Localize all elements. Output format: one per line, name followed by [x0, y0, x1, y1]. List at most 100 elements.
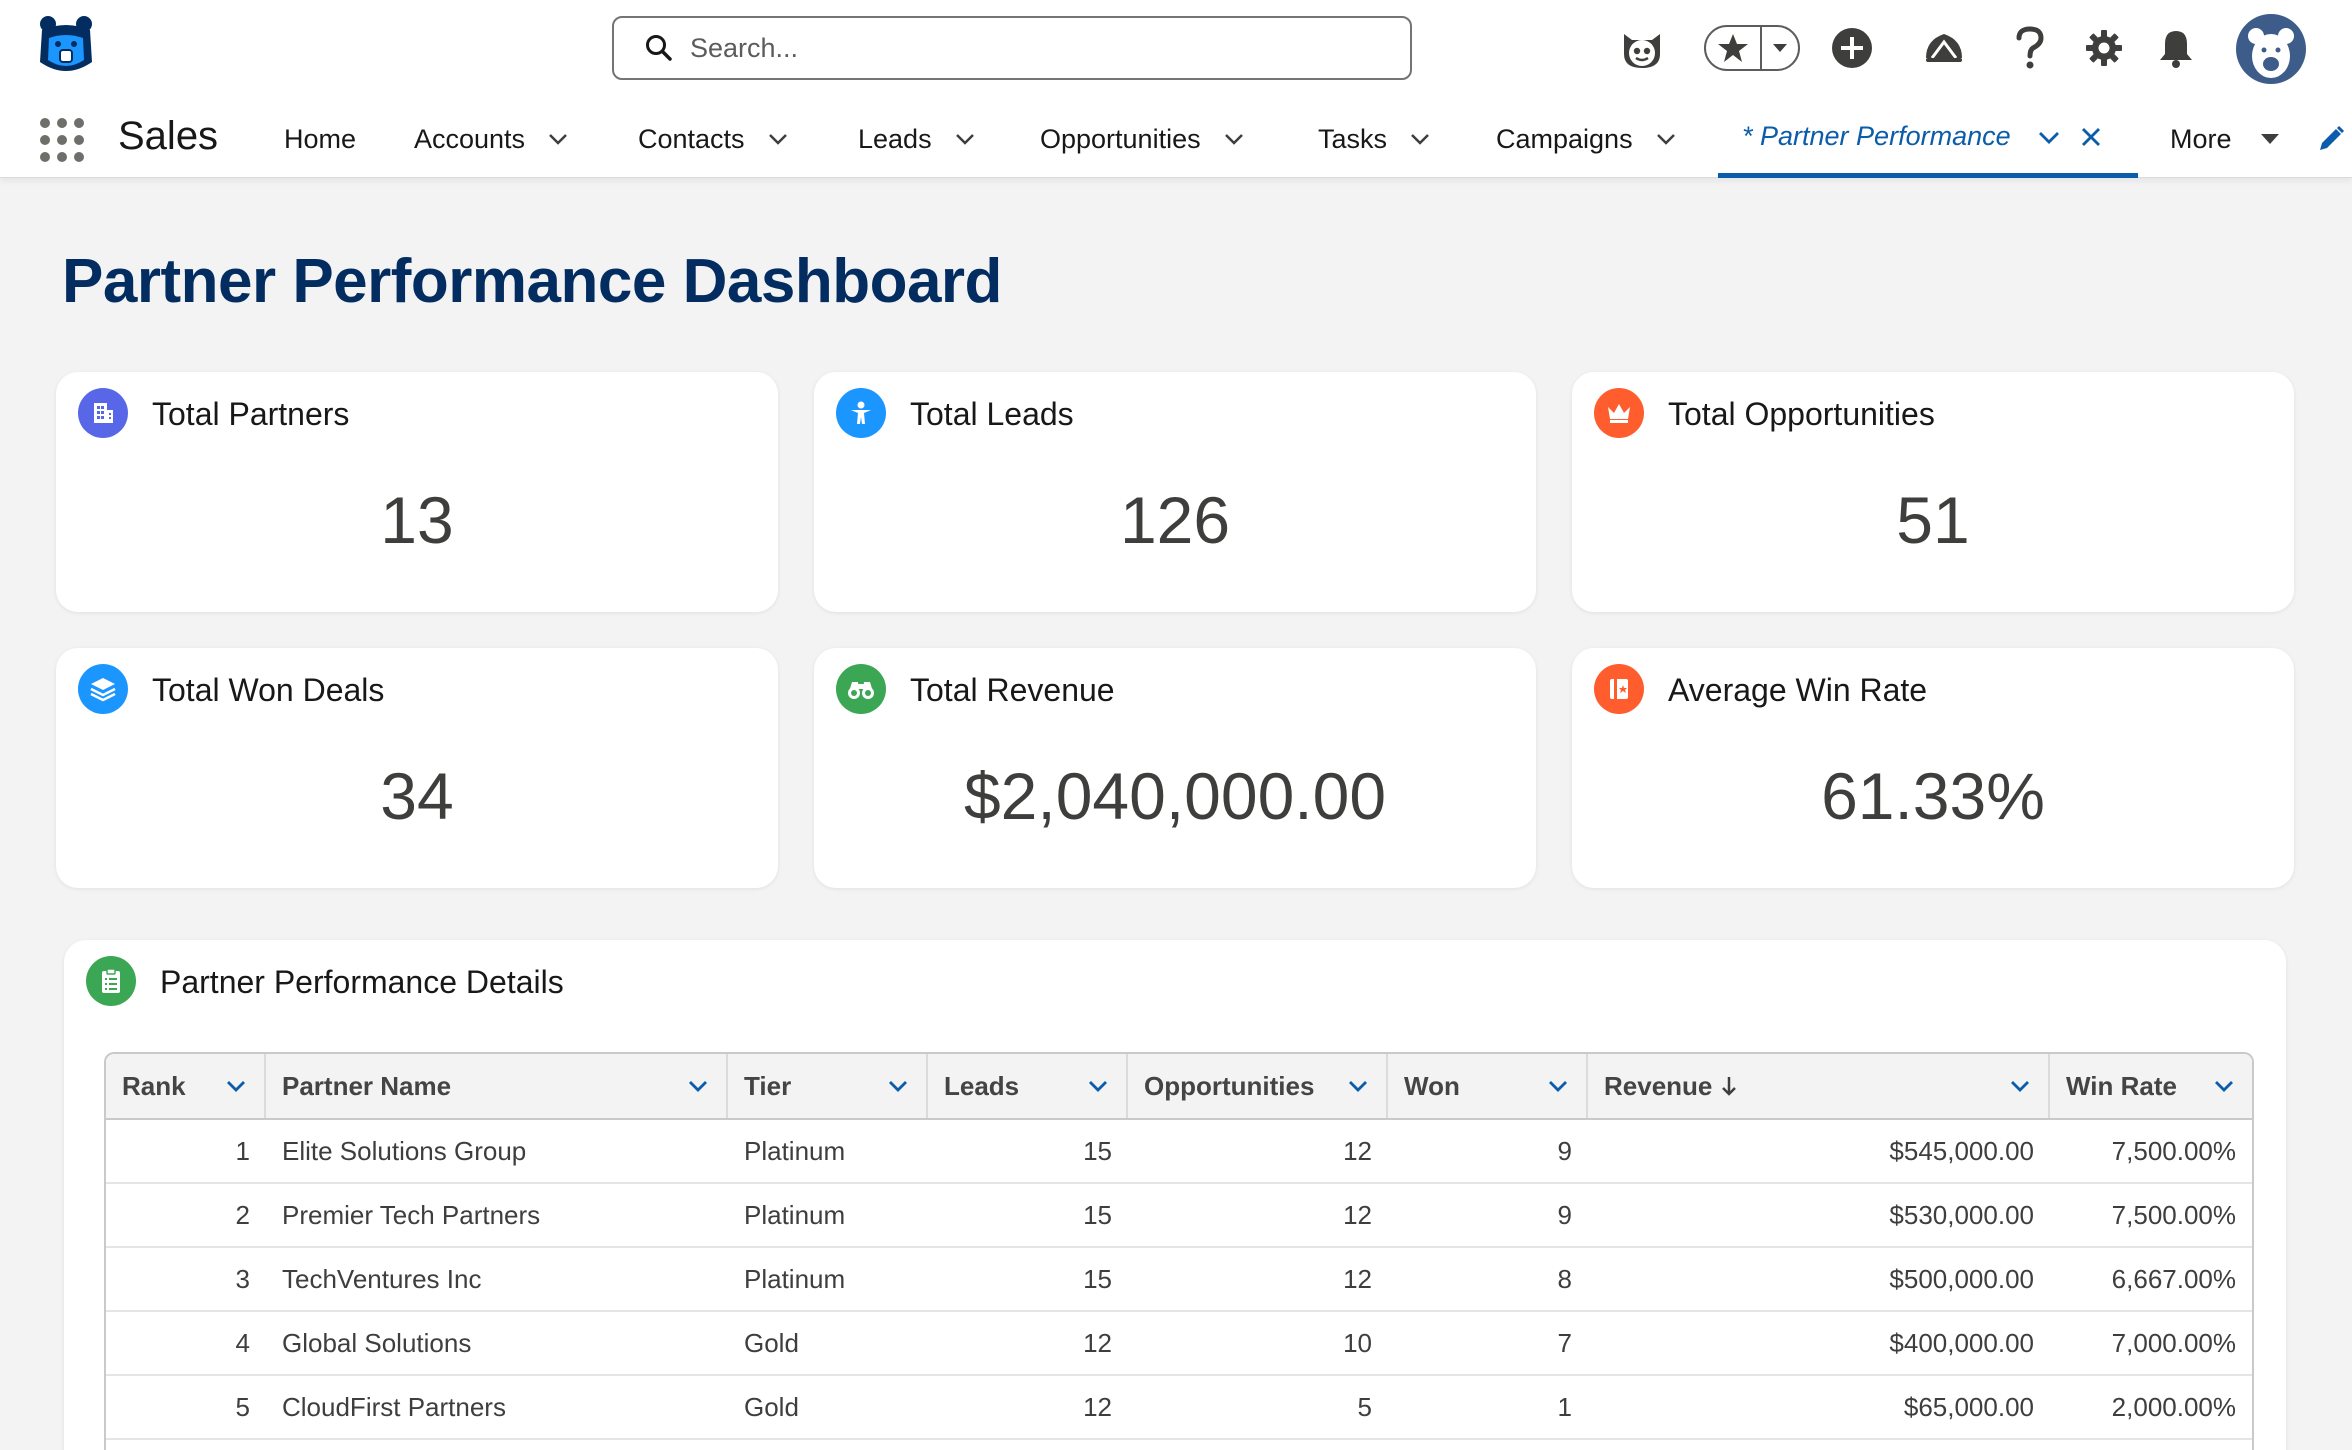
nav-item-label: Accounts: [414, 123, 526, 154]
nav-item-contacts[interactable]: Contacts: [638, 100, 789, 178]
cell-rank: 6: [106, 1440, 266, 1450]
global-search[interactable]: [612, 16, 1412, 80]
chevron-down-icon[interactable]: [547, 128, 569, 150]
help-icon[interactable]: [2008, 20, 2052, 76]
search-input[interactable]: [690, 32, 1370, 64]
cell-win-rate: 7,000.00%: [2111, 1327, 2236, 1358]
cell-tier: Gold: [744, 1391, 799, 1422]
cell-partner-name: TechVentures Inc: [282, 1263, 482, 1294]
nav-more-button[interactable]: More: [2170, 100, 2280, 178]
nav-item-home[interactable]: Home: [284, 100, 356, 178]
app-logo-icon[interactable]: [36, 14, 96, 80]
global-header: [0, 0, 2352, 100]
close-icon[interactable]: [2079, 125, 2103, 149]
chevron-down-icon[interactable]: [686, 1074, 710, 1098]
nav-item-accounts[interactable]: Accounts: [414, 100, 569, 178]
favorites-group[interactable]: [1704, 25, 1800, 71]
cell-revenue: $65,000.00: [1903, 1391, 2034, 1422]
cell-won: 7: [1557, 1327, 1572, 1358]
column-header-won[interactable]: Won: [1388, 1054, 1588, 1118]
chevron-down-icon[interactable]: [2212, 1074, 2236, 1098]
favorites-menu-icon[interactable]: [1762, 42, 1798, 54]
metric-label: Total Won Deals: [152, 672, 385, 708]
add-icon[interactable]: [1826, 20, 1878, 76]
chevron-down-icon[interactable]: [1655, 128, 1677, 150]
notifications-bell-icon[interactable]: [2154, 20, 2198, 76]
chevron-down-icon[interactable]: [767, 128, 789, 150]
user-avatar[interactable]: [2236, 14, 2306, 84]
cell-leads: [928, 1440, 1128, 1450]
cell-rank: 3: [235, 1263, 250, 1294]
cell-leads: 15: [1083, 1263, 1112, 1294]
metric-label: Total Opportunities: [1668, 396, 1935, 432]
nav-more-label: More: [2170, 123, 2232, 154]
sort-descending-arrow-icon: [1722, 1077, 1737, 1096]
app-launcher-icon[interactable]: [40, 118, 84, 162]
chevron-down-icon[interactable]: [2037, 125, 2061, 149]
column-header-label: Opportunities: [1144, 1070, 1315, 1101]
column-header-opportunities[interactable]: Opportunities: [1128, 1054, 1388, 1118]
setup-gear-icon[interactable]: [2082, 20, 2126, 76]
favorites-star-icon[interactable]: [1706, 27, 1762, 69]
table-row: 1 Elite Solutions Group Platinum 15 12 9…: [106, 1120, 2252, 1184]
cell-win-rate: 7,500.00%: [2111, 1199, 2236, 1230]
trailhead-icon[interactable]: [1918, 20, 1970, 76]
cell-partner-name: [266, 1440, 728, 1450]
cell-revenue: $545,000.00: [1889, 1135, 2034, 1166]
chevron-down-icon[interactable]: [886, 1074, 910, 1098]
chevron-down-icon[interactable]: [2008, 1074, 2032, 1098]
cell-tier: Platinum: [744, 1199, 846, 1230]
nav-item-tasks[interactable]: Tasks: [1318, 100, 1431, 178]
nav-item-partner-performance[interactable]: * Partner Performance: [1718, 100, 2138, 178]
cell-rank: 5: [235, 1391, 250, 1422]
table-row: 4 Global Solutions Gold 12 10 7 $400,000…: [106, 1312, 2252, 1376]
column-header-rank[interactable]: Rank: [106, 1054, 266, 1118]
column-header-label: Leads: [944, 1070, 1020, 1101]
edit-nav-pencil-icon[interactable]: [2316, 124, 2346, 154]
chevron-down-icon[interactable]: [1409, 128, 1431, 150]
cell-won: 8: [1557, 1263, 1572, 1294]
table-row: 6: [106, 1440, 2252, 1450]
nav-item-campaigns[interactable]: Campaigns: [1496, 100, 1677, 178]
nav-item-label: Campaigns: [1496, 123, 1633, 154]
metric-card-total-revenue: Total Revenue $2,040,000.00: [814, 648, 1536, 888]
metric-value: 61.33%: [1821, 759, 2045, 833]
cell-rank: 1: [235, 1135, 250, 1166]
column-header-label: Won: [1404, 1070, 1460, 1101]
nav-item-label: Contacts: [638, 123, 745, 154]
metric-value: $2,040,000.00: [963, 759, 1387, 833]
cell-revenue: $400,000.00: [1889, 1327, 2034, 1358]
column-header-leads[interactable]: Leads: [928, 1054, 1128, 1118]
cell-tier: Platinum: [744, 1263, 846, 1294]
chevron-down-icon[interactable]: [1223, 128, 1245, 150]
clipboard-list-icon: [86, 956, 136, 1006]
column-header-partner-name[interactable]: Partner Name: [266, 1054, 728, 1118]
metric-card-total-opportunities: Total Opportunities 51: [1572, 372, 2294, 612]
astro-icon[interactable]: [1612, 20, 1672, 76]
chevron-down-icon[interactable]: [1346, 1074, 1370, 1098]
cell-opportunities: 5: [1357, 1391, 1372, 1422]
cell-won: 1: [1557, 1391, 1572, 1422]
chevron-down-icon[interactable]: [954, 128, 976, 150]
column-header-win-rate[interactable]: Win Rate: [2050, 1054, 2252, 1118]
chevron-down-icon[interactable]: [224, 1074, 248, 1098]
column-header-revenue[interactable]: Revenue: [1588, 1054, 2050, 1118]
metric-card-total-won-deals: Total Won Deals 34: [56, 648, 778, 888]
chevron-down-icon[interactable]: [1546, 1074, 1570, 1098]
nav-item-label: Opportunities: [1040, 123, 1201, 154]
column-header-tier[interactable]: Tier: [728, 1054, 928, 1118]
nav-item-opportunities[interactable]: Opportunities: [1040, 100, 1245, 178]
binoculars-icon: [836, 664, 886, 714]
cell-leads: 15: [1083, 1199, 1112, 1230]
cell-win-rate: 7,500.00%: [2111, 1135, 2236, 1166]
cell-revenue: $530,000.00: [1889, 1199, 2034, 1230]
cell-opportunities: [1128, 1440, 1388, 1450]
nav-item-leads[interactable]: Leads: [858, 100, 976, 178]
opportunity-crown-icon: [1594, 388, 1644, 438]
metric-label: Average Win Rate: [1668, 672, 1928, 708]
cell-win-rate: 6,667.00%: [2111, 1263, 2236, 1294]
lead-person-icon: [836, 388, 886, 438]
chevron-down-icon[interactable]: [1086, 1074, 1110, 1098]
cell-won: 9: [1557, 1135, 1572, 1166]
table-row: 3 TechVentures Inc Platinum 15 12 8 $500…: [106, 1248, 2252, 1312]
